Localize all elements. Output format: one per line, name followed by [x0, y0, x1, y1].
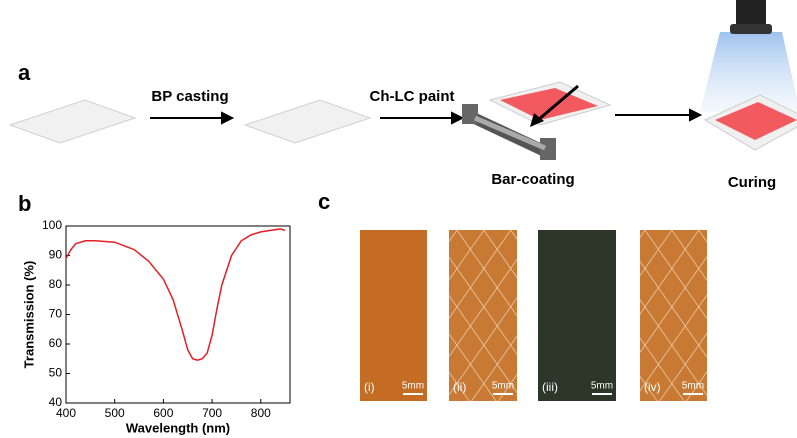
- y-axis-label: Transmission (%): [21, 261, 36, 369]
- bar-coater: [462, 82, 610, 160]
- step-label: Ch-LC paint: [370, 88, 455, 105]
- x-tick-label: 500: [105, 406, 125, 420]
- scale-label: 5mm: [591, 381, 613, 392]
- scale-label: 5mm: [402, 381, 424, 392]
- sample-photo: [360, 230, 427, 401]
- y-tick-label: 90: [49, 248, 63, 262]
- sample-label: (iv): [644, 380, 661, 394]
- scale-label: 5mm: [492, 381, 514, 392]
- hatch: [640, 230, 707, 401]
- x-tick-label: 600: [153, 406, 173, 420]
- panel-label: c: [318, 189, 330, 214]
- arrows: [150, 110, 700, 123]
- scale-label: 5mm: [682, 381, 704, 392]
- sample-label: (iii): [542, 380, 558, 394]
- figure: a BP casting Ch-LC paint Bar-coating Cur…: [0, 0, 797, 438]
- sample-label: (ii): [453, 380, 466, 394]
- y-tick-label: 70: [49, 307, 63, 321]
- step-label: Curing: [728, 174, 776, 191]
- x-tick-label: 800: [251, 406, 271, 420]
- plate: [10, 100, 135, 143]
- panel-label: a: [18, 60, 31, 85]
- sample-label: (i): [364, 380, 375, 394]
- x-tick-label: 400: [56, 406, 76, 420]
- y-tick-label: 50: [49, 366, 63, 380]
- step-label: BP casting: [151, 88, 228, 105]
- step-label: Bar-coating: [491, 171, 574, 188]
- y-tick-label: 80: [49, 277, 63, 291]
- sample-photo: [538, 230, 616, 401]
- x-axis-label: Wavelength (nm): [126, 420, 230, 435]
- plate: [245, 100, 370, 143]
- panel-label: b: [18, 191, 31, 216]
- data-line: [66, 229, 285, 360]
- sample-photos: [360, 230, 707, 401]
- y-tick-label: 60: [49, 336, 63, 350]
- hatch: [449, 230, 517, 401]
- y-tick-label: 100: [42, 218, 62, 232]
- curing-setup: [700, 0, 797, 150]
- x-tick-label: 700: [202, 406, 222, 420]
